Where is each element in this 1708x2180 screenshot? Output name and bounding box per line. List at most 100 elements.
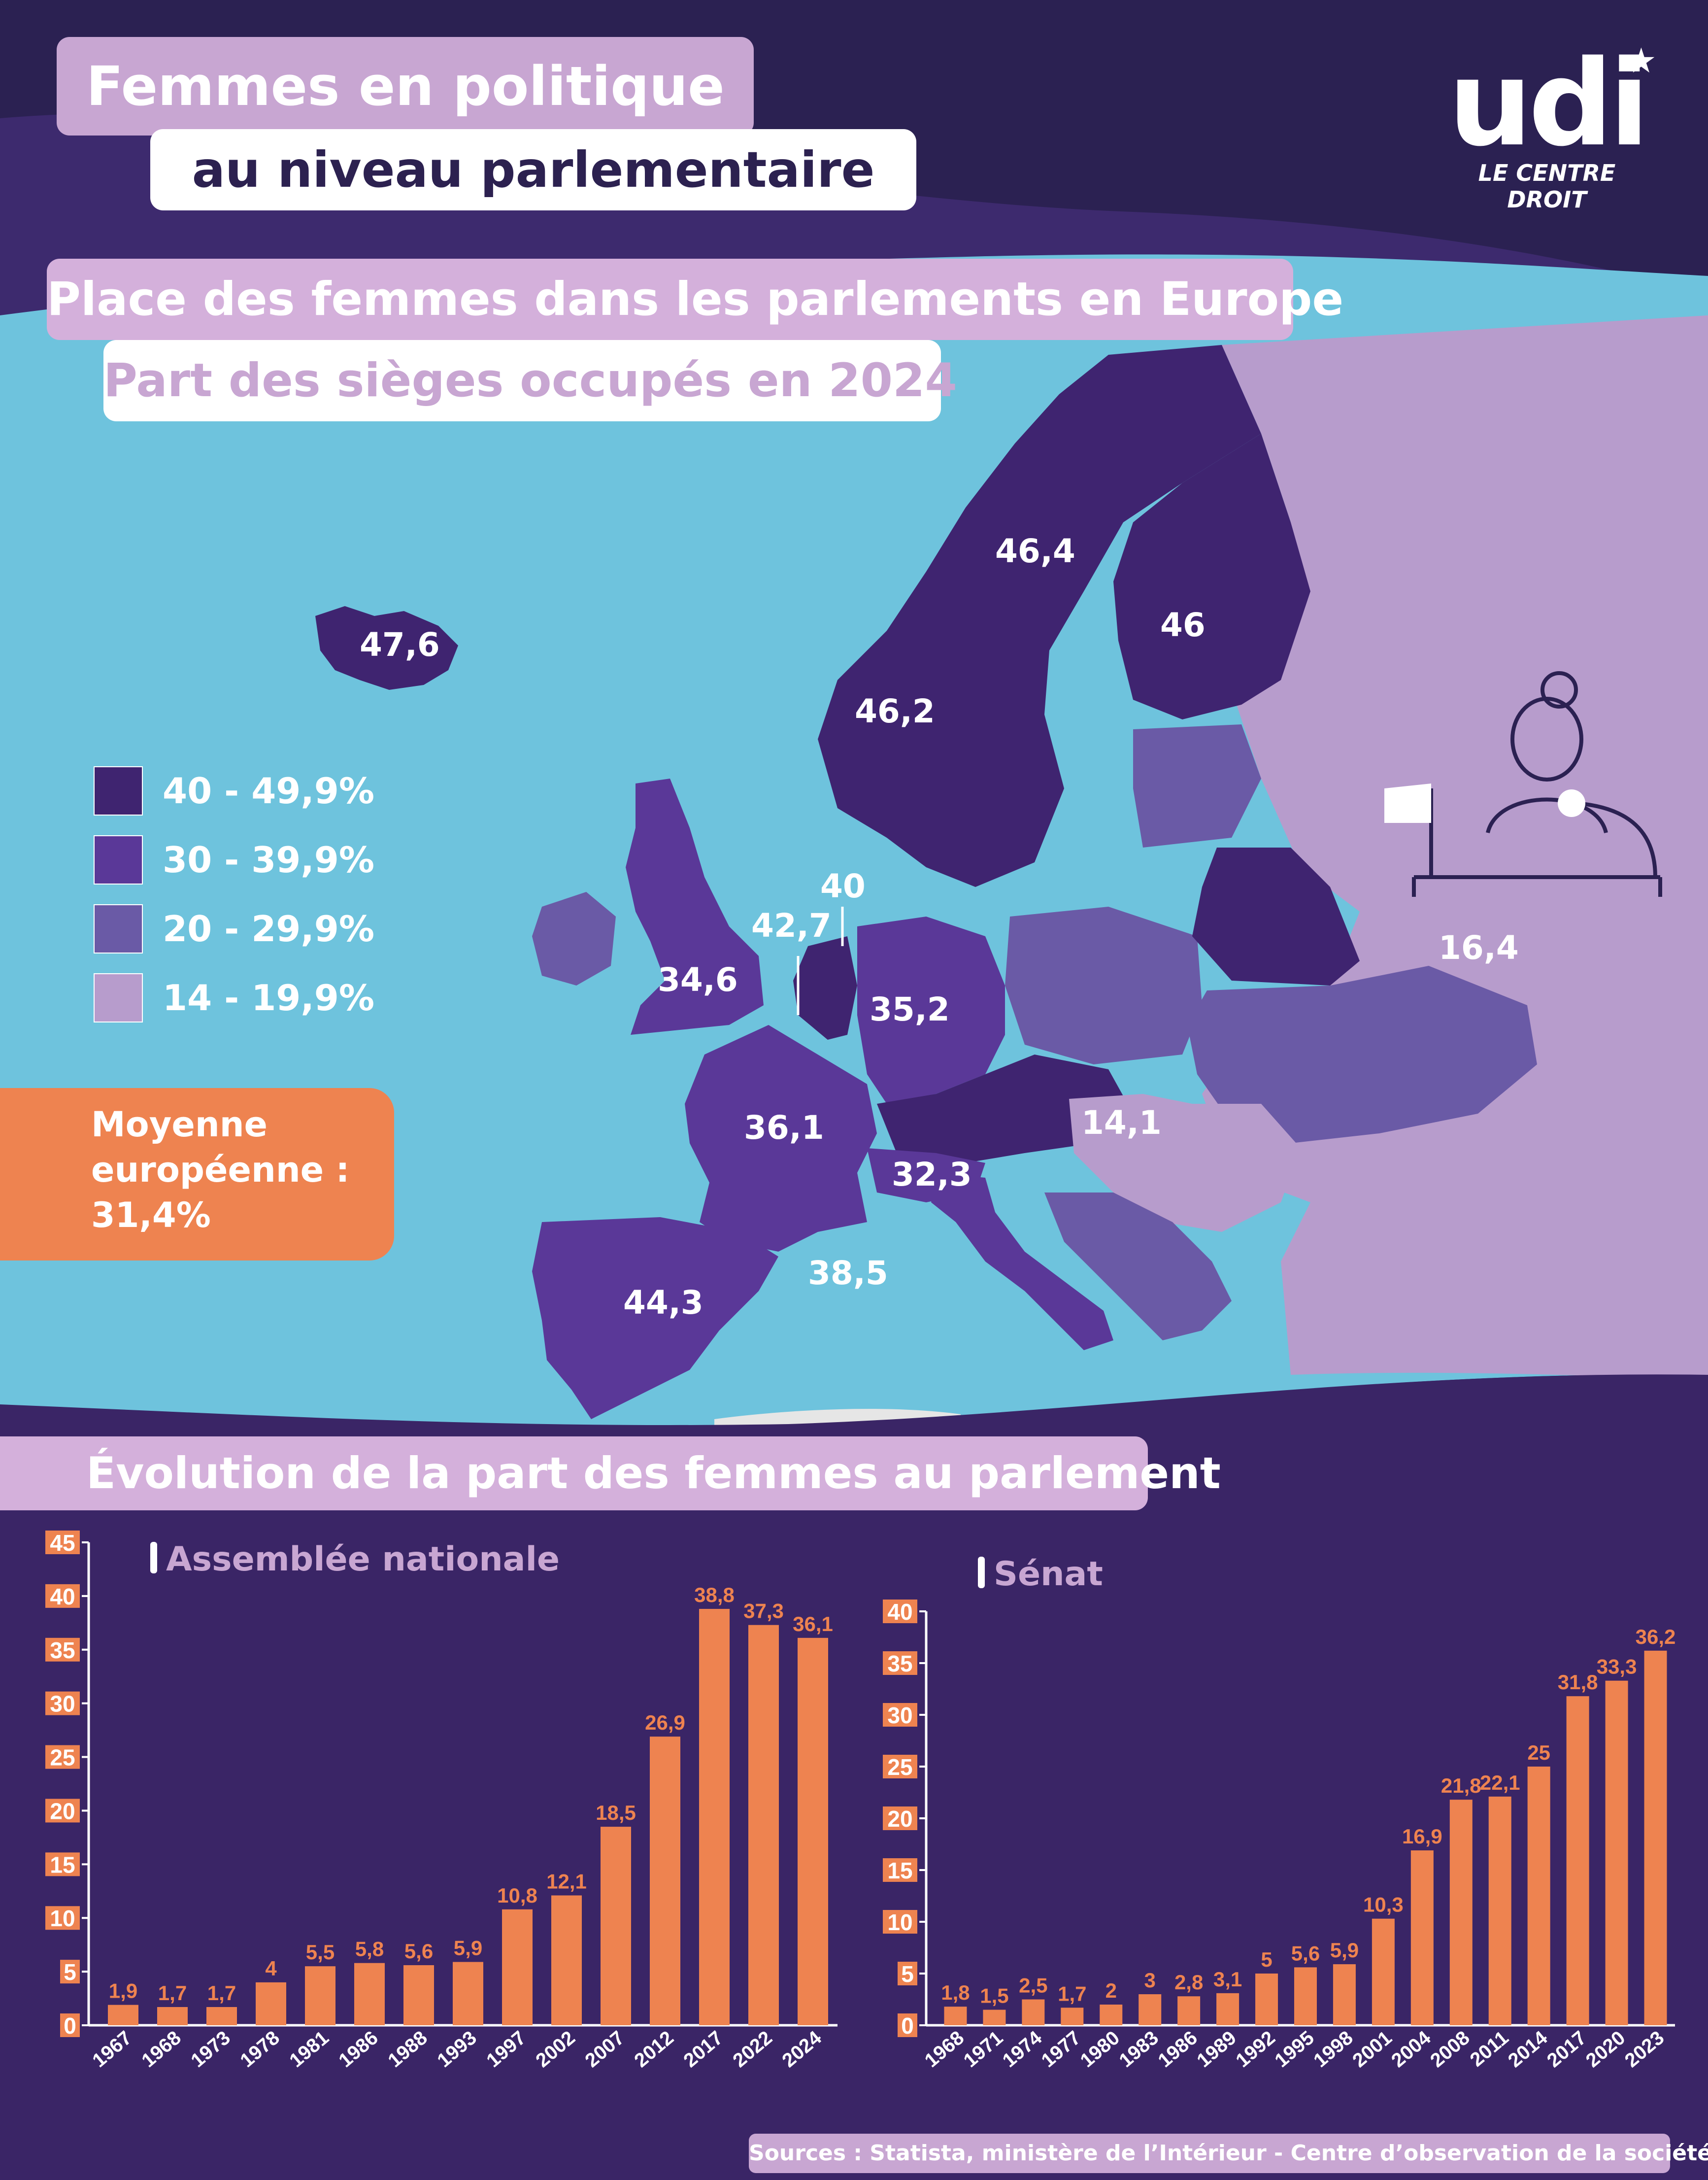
- y-tick-label-bg: [883, 1858, 917, 1882]
- bar-value-label: 1,9: [109, 1979, 137, 2003]
- x-tick-label: 1986: [1154, 2027, 1201, 2072]
- label-russia: 16,4: [1439, 929, 1519, 967]
- x-tick-label: 1974: [999, 2027, 1046, 2072]
- y-tick-label: 25: [887, 1754, 912, 1780]
- bar-value-label: 1,7: [158, 1981, 187, 2005]
- legend-label: 40 - 49,9%: [163, 770, 374, 812]
- chart-senat: 05101520253035401,819681,519712,519741,7…: [883, 1599, 1676, 2072]
- bar-value-label: 36,1: [793, 1612, 833, 1635]
- x-tick-label: 2017: [679, 2027, 727, 2072]
- x-tick-label: 1967: [88, 2027, 135, 2072]
- bar-value-label: 31,8: [1558, 1670, 1598, 1694]
- map-section-title: Place des femmes dans les parlements en …: [47, 259, 1343, 340]
- bar: [1644, 1650, 1667, 2025]
- x-tick-label: 1992: [1232, 2027, 1279, 2072]
- bar: [108, 2005, 138, 2025]
- y-tick-label-bg: [883, 1703, 917, 1727]
- y-tick-label-bg: [898, 2013, 917, 2037]
- x-tick-label: 1993: [433, 2027, 480, 2072]
- x-tick-label: 2014: [1504, 2027, 1552, 2072]
- bar: [1022, 1999, 1045, 2025]
- bar-value-label: 22,1: [1480, 1771, 1520, 1794]
- x-tick-label: 2001: [1348, 2027, 1396, 2072]
- bar-value-label: 5,6: [404, 1940, 433, 1963]
- bar: [944, 2007, 967, 2025]
- region-italy: [931, 1173, 1113, 1350]
- legend-label: 30 - 39,9%: [163, 839, 374, 881]
- y-tick-label-bg: [883, 1600, 917, 1623]
- y-tick-label-bg: [45, 1745, 80, 1769]
- y-tick-label-bg: [45, 1691, 80, 1715]
- label-spain: 44,3: [623, 1284, 703, 1322]
- logo-tagline: LE CENTRE DROIT: [1478, 160, 1616, 213]
- region-iceland: [315, 606, 458, 690]
- title-marker: [978, 1557, 985, 1588]
- label-iceland: 47,6: [360, 626, 440, 664]
- x-tick-label: 2020: [1582, 2027, 1629, 2072]
- average-label-line2: européenne :: [91, 1150, 350, 1190]
- region-uk: [626, 779, 764, 1035]
- bar-value-label: 5,5: [306, 1941, 335, 1964]
- x-tick-label: 1986: [335, 2027, 382, 2072]
- x-tick-label: 2002: [532, 2027, 579, 2072]
- bar: [1061, 2008, 1084, 2025]
- region-finland: [1113, 434, 1310, 719]
- average-label-line1: Moyenne: [91, 1104, 268, 1145]
- x-tick-label: 1968: [921, 2027, 968, 2072]
- logo-text: udi: [1448, 34, 1650, 172]
- main-title-line1: Femmes en politique: [57, 37, 754, 136]
- y-tick-label-bg: [45, 1637, 80, 1662]
- bar: [1566, 1696, 1589, 2025]
- x-tick-label: 1973: [187, 2027, 234, 2072]
- y-tick-label-bg: [45, 1531, 80, 1554]
- region-iberia: [532, 1217, 778, 1419]
- bar-value-label: 38,8: [694, 1583, 735, 1606]
- label-finland: 46: [1160, 606, 1206, 644]
- bar: [748, 1625, 779, 2025]
- bar: [403, 1965, 434, 2025]
- bar: [1449, 1800, 1473, 2025]
- bar: [453, 1962, 483, 2025]
- bar: [1139, 1994, 1162, 2025]
- bar: [1255, 1974, 1278, 2025]
- average-value: 31,4%: [91, 1195, 211, 1235]
- speaker-podium-icon: [1412, 671, 1662, 897]
- region-ireland: [532, 892, 616, 986]
- y-tick-label-bg: [883, 1910, 917, 1934]
- bar-value-label: 18,5: [596, 1801, 636, 1824]
- y-tick-label-bg: [45, 1852, 80, 1876]
- bar: [502, 1909, 533, 2025]
- bar-value-label: 2,8: [1174, 1971, 1203, 1994]
- bar: [1410, 1850, 1434, 2025]
- y-tick-label-bg: [60, 2013, 80, 2037]
- bar-value-label: 1,8: [941, 1981, 970, 2004]
- bar: [1333, 1964, 1356, 2025]
- x-tick-label: 2004: [1387, 2027, 1435, 2072]
- legend-swatch: [94, 904, 143, 954]
- y-tick-label: 35: [50, 1637, 75, 1663]
- chart-title-assemblee: Assemblée nationale: [150, 1540, 560, 1579]
- evolution-section-title: Évolution de la part des femmes au parle…: [0, 1436, 1221, 1510]
- bar: [1216, 1993, 1239, 2025]
- y-tick-label: 5: [64, 1959, 76, 1985]
- udi-logo: udi LE CENTRE DROIT: [1443, 44, 1650, 213]
- x-tick-label: 2011: [1466, 2027, 1513, 2071]
- chart-title-senat: Sénat: [978, 1555, 1103, 1594]
- bar-value-label: 33,3: [1597, 1655, 1637, 1678]
- bar: [1605, 1680, 1628, 2025]
- x-tick-label: 2012: [630, 2027, 677, 2072]
- bar: [305, 1966, 335, 2025]
- x-tick-label: 1989: [1193, 2027, 1240, 2072]
- legend-label: 14 - 19,9%: [163, 977, 374, 1019]
- x-tick-label: 1971: [960, 2027, 1007, 2072]
- y-tick-label: 0: [64, 2013, 76, 2039]
- y-tick-label: 10: [887, 1909, 912, 1935]
- bar-value-label: 36,2: [1636, 1625, 1676, 1648]
- chart-title-text: Sénat: [994, 1555, 1103, 1594]
- y-tick-label-bg: [883, 1755, 917, 1778]
- y-tick-label: 45: [50, 1530, 75, 1556]
- y-tick-label-bg: [883, 1806, 917, 1830]
- y-tick-label-bg: [60, 1960, 80, 1984]
- x-tick-label: 2022: [729, 2027, 776, 2072]
- map-section-subtitle: Part des sièges occupés en 2024: [103, 340, 957, 421]
